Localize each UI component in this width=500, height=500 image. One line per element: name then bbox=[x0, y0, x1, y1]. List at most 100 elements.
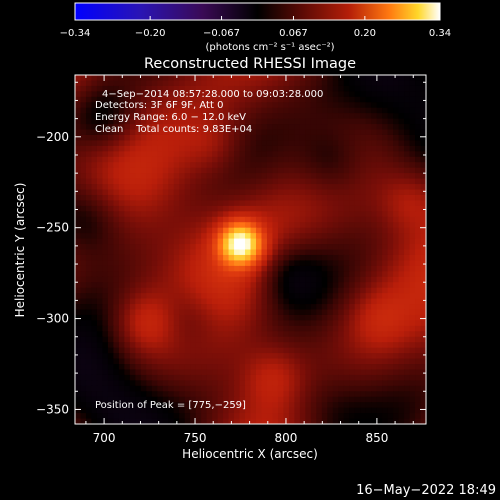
heatmap-cell bbox=[190, 374, 197, 381]
heatmap-cell bbox=[299, 96, 306, 103]
heatmap-cell bbox=[255, 265, 263, 272]
heatmap-cell bbox=[129, 189, 136, 196]
heatmap-cell bbox=[349, 320, 356, 327]
heatmap-cell bbox=[321, 293, 328, 300]
heatmap-cell bbox=[321, 276, 328, 283]
heatmap-cell bbox=[343, 91, 350, 98]
heatmap-cell bbox=[327, 325, 334, 332]
heatmap-cell bbox=[415, 134, 422, 142]
heatmap-cell bbox=[140, 140, 147, 147]
heatmap-cell bbox=[195, 369, 202, 376]
heatmap-cell bbox=[212, 336, 219, 343]
heatmap-cell bbox=[332, 298, 339, 305]
heatmap-cell bbox=[420, 80, 426, 87]
heatmap-cell bbox=[107, 113, 114, 120]
heatmap-cell bbox=[305, 145, 312, 152]
heatmap-cell bbox=[228, 227, 235, 234]
heatmap-cell bbox=[288, 314, 295, 321]
heatmap-cell bbox=[85, 167, 93, 174]
heatmap-cell bbox=[283, 162, 290, 169]
heatmap-cell bbox=[113, 342, 120, 349]
heatmap-cell bbox=[338, 396, 345, 403]
heatmap-cell bbox=[255, 418, 263, 424]
heatmap-cell bbox=[310, 418, 317, 424]
heatmap-cell bbox=[250, 385, 257, 392]
heatmap-cell bbox=[173, 402, 180, 409]
heatmap-cell bbox=[85, 276, 93, 283]
heatmap-cell bbox=[299, 314, 306, 321]
heatmap-cell bbox=[288, 265, 295, 272]
heatmap-cell bbox=[190, 342, 197, 349]
heatmap-cell bbox=[371, 233, 378, 240]
heatmap-cell bbox=[75, 271, 82, 278]
heatmap-cell bbox=[168, 413, 175, 420]
heatmap-cell bbox=[157, 124, 164, 131]
heatmap-cell bbox=[102, 162, 109, 169]
heatmap-cell bbox=[255, 276, 263, 283]
heatmap-cell bbox=[85, 309, 93, 316]
heatmap-cell bbox=[387, 418, 394, 424]
heatmap-cell bbox=[376, 407, 383, 414]
heatmap-cell bbox=[349, 347, 356, 354]
heatmap-cell bbox=[299, 173, 306, 180]
heatmap-cell bbox=[206, 336, 213, 343]
heatmap-cell bbox=[250, 260, 257, 267]
heatmap-cell bbox=[96, 227, 104, 234]
heatmap-cell bbox=[168, 129, 175, 136]
heatmap-cell bbox=[305, 293, 312, 300]
heatmap-cell bbox=[250, 129, 257, 136]
heatmap-cell bbox=[420, 298, 426, 305]
heatmap-cell bbox=[102, 391, 109, 398]
heatmap-cell bbox=[376, 271, 383, 278]
heatmap-cell bbox=[184, 325, 191, 332]
heatmap-cell bbox=[195, 96, 202, 103]
heatmap-cell bbox=[338, 413, 345, 420]
heatmap-cell bbox=[266, 244, 274, 251]
heatmap-cell bbox=[228, 374, 235, 381]
heatmap-cell bbox=[343, 222, 350, 229]
heatmap-cell bbox=[179, 407, 186, 414]
heatmap-cell bbox=[201, 364, 208, 371]
heatmap-cell bbox=[272, 287, 279, 294]
heatmap-cell bbox=[190, 162, 197, 169]
heatmap-cell bbox=[179, 145, 186, 152]
heatmap-cell bbox=[349, 134, 356, 142]
y-tick-label: −250 bbox=[36, 221, 69, 235]
heatmap-cell bbox=[255, 282, 263, 289]
heatmap-cell bbox=[129, 124, 136, 131]
heatmap-cell bbox=[201, 145, 208, 152]
heatmap-cell bbox=[382, 200, 389, 207]
heatmap-cell bbox=[327, 156, 334, 163]
heatmap-cell bbox=[129, 369, 136, 376]
heatmap-cell bbox=[294, 162, 301, 169]
heatmap-cell bbox=[96, 402, 104, 409]
heatmap-cell bbox=[162, 276, 169, 283]
heatmap-cell bbox=[420, 287, 426, 294]
heatmap-cell bbox=[85, 320, 93, 327]
heatmap-cell bbox=[239, 184, 246, 191]
heatmap-cell bbox=[321, 189, 328, 196]
heatmap-cell bbox=[255, 194, 263, 202]
heatmap-cell bbox=[190, 271, 197, 278]
heatmap-cell bbox=[80, 102, 87, 109]
heatmap-cell bbox=[162, 80, 169, 87]
heatmap-cell bbox=[107, 118, 114, 125]
heatmap-cell bbox=[360, 216, 367, 223]
heatmap-cell bbox=[184, 396, 191, 403]
heatmap-cell bbox=[382, 189, 389, 196]
heatmap-cell bbox=[294, 145, 301, 152]
heatmap-cell bbox=[206, 96, 213, 103]
heatmap-cell bbox=[316, 145, 323, 152]
heatmap-cell bbox=[91, 271, 98, 278]
heatmap-cell bbox=[206, 413, 213, 420]
heatmap-cell bbox=[223, 380, 230, 387]
heatmap-cell bbox=[168, 353, 175, 360]
heatmap-cell bbox=[365, 102, 372, 109]
heatmap-cell bbox=[310, 96, 317, 103]
heatmap-cell bbox=[250, 271, 257, 278]
heatmap-cell bbox=[195, 91, 202, 98]
heatmap-cell bbox=[360, 129, 367, 136]
heatmap-cell bbox=[146, 145, 153, 152]
heatmap-cell bbox=[305, 320, 312, 327]
heatmap-cell bbox=[349, 331, 356, 338]
